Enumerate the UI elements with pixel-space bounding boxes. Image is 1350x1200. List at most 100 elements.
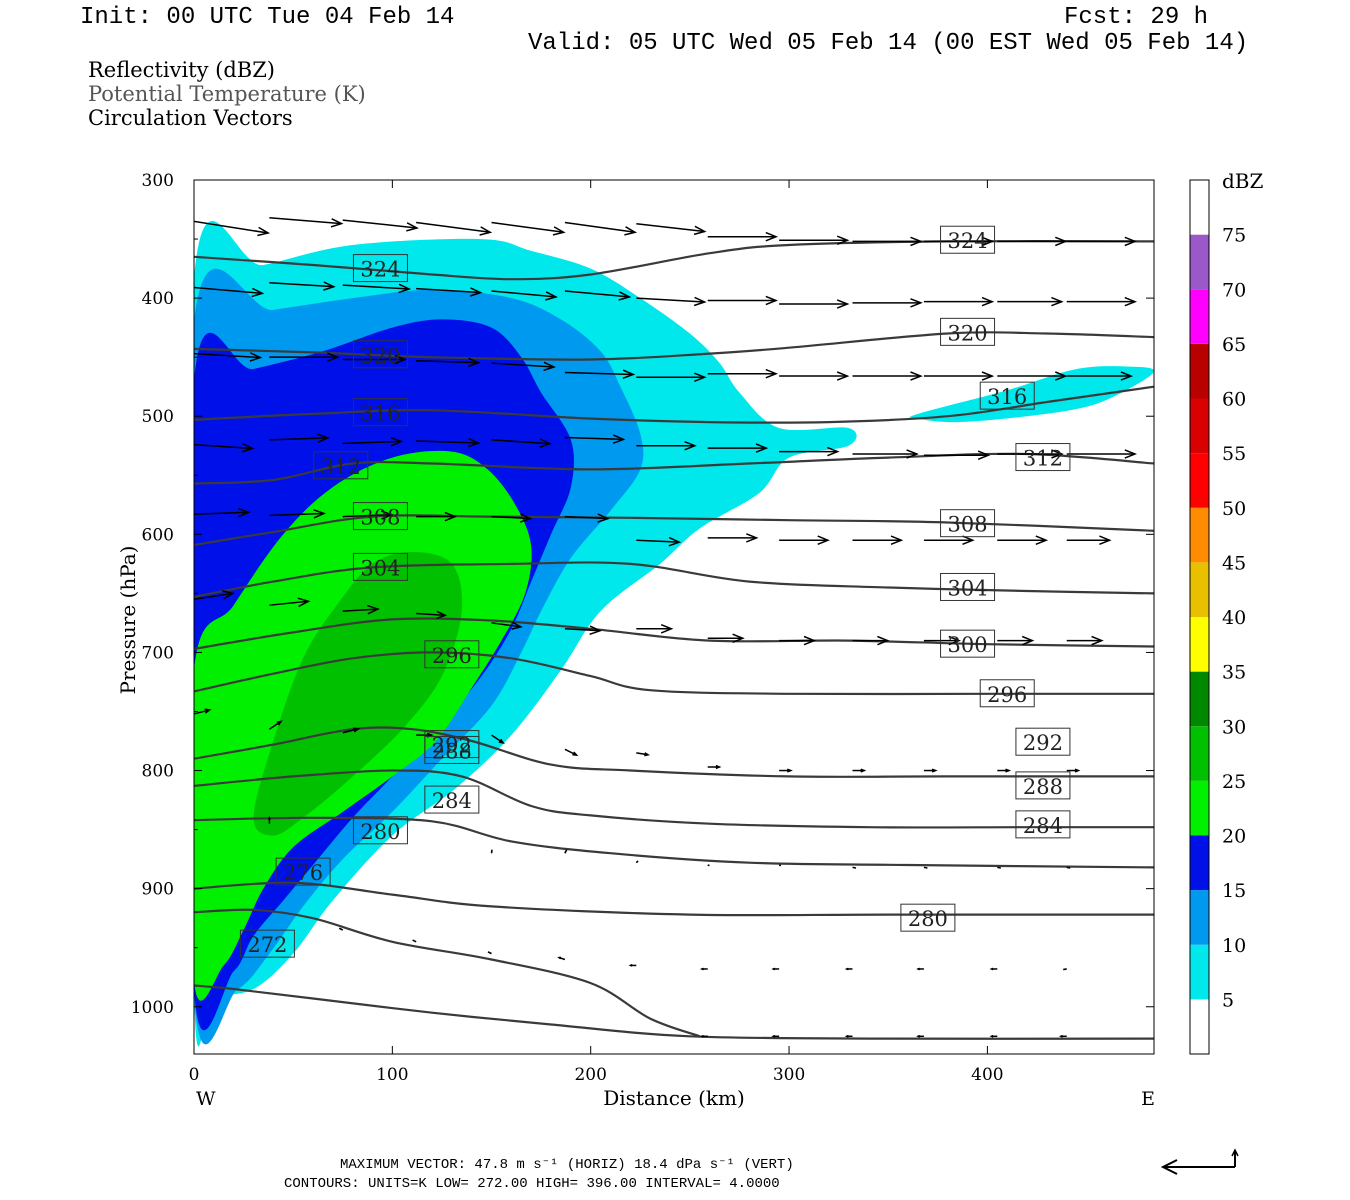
theta-label-284: 284 — [424, 785, 480, 814]
colorbar-label: 30 — [1222, 716, 1246, 738]
circulation-vector — [491, 621, 523, 630]
colorbar-bin-20 — [1190, 780, 1209, 836]
circulation-vector — [269, 509, 327, 519]
circulation-vector — [416, 357, 481, 368]
colorbar-label: 55 — [1222, 443, 1246, 465]
circulation-vector — [1066, 449, 1138, 459]
svg-text:324: 324 — [360, 258, 400, 282]
theta-label-276: 276 — [275, 857, 331, 886]
circulation-vector — [1066, 535, 1112, 545]
circulation-vector — [342, 283, 412, 294]
svg-text:324: 324 — [948, 229, 988, 253]
svg-text:316: 316 — [987, 385, 1027, 409]
circulation-vector — [707, 864, 710, 867]
theta-label-312: 312 — [1015, 443, 1071, 472]
theta-label-316: 316 — [352, 398, 408, 427]
circulation-vector — [707, 368, 779, 379]
theta-contour-300 — [194, 617, 1154, 650]
circulation-vector — [997, 866, 1001, 869]
y-tick-label: 400 — [142, 289, 174, 309]
theta-contour-284 — [194, 816, 1154, 869]
reflectivity-region-5dbz — [909, 366, 1154, 423]
circulation-vector — [194, 590, 235, 601]
circulation-vector — [707, 295, 779, 306]
svg-text:272: 272 — [247, 933, 287, 957]
circulation-vector — [338, 927, 344, 931]
colorbar-bin-15 — [1190, 835, 1209, 891]
circulation-vector — [269, 433, 330, 443]
circulation-vector — [771, 967, 780, 971]
x-axis-label: Distance (km) — [603, 1086, 745, 1110]
theta-label-324: 324 — [352, 254, 408, 283]
colorbar-label: 60 — [1222, 389, 1246, 411]
circulation-vector — [1063, 968, 1067, 971]
colorbar-bin-10 — [1190, 890, 1209, 945]
circulation-vector — [997, 296, 1064, 307]
theta-contour-308 — [194, 514, 1154, 547]
plot-frame — [193, 179, 1155, 1055]
circulation-vector — [269, 352, 340, 362]
circulation-vector — [1066, 635, 1104, 646]
theta-label-312: 312 — [313, 451, 369, 480]
circulation-vector — [491, 361, 556, 372]
circulation-vector — [852, 635, 890, 646]
colorbar-bin-0 — [1190, 999, 1209, 1054]
circulation-vector — [491, 734, 505, 745]
circulation-vector — [923, 236, 995, 247]
theta-label-292: 292 — [424, 730, 480, 759]
field-potential-temperature: Potential Temperature (K) — [88, 82, 366, 106]
svg-text:284: 284 — [1023, 814, 1063, 838]
y-tick-label: 300 — [142, 171, 174, 191]
colorbar: 5 10 15 20 25 30 35 40 45 50 55 60 65 70 75 — [1189, 179, 1246, 1055]
circulation-vector — [779, 299, 850, 309]
circulation-vector — [636, 624, 674, 634]
colorbar-bin-35 — [1190, 617, 1209, 672]
circulation-vector — [416, 437, 481, 448]
circulation-vector — [997, 768, 1012, 773]
circulation-vector — [416, 610, 448, 620]
theta-label-284: 284 — [1015, 810, 1071, 839]
colorbar-label: 40 — [1222, 607, 1246, 629]
colorbar-bin-45 — [1190, 507, 1209, 563]
circulation-vector — [852, 371, 923, 381]
circulation-vector — [916, 967, 924, 971]
colorbar-label: 5 — [1222, 989, 1234, 1011]
reflectivity-region-25dbz — [253, 552, 463, 836]
colorbar-bin-50 — [1190, 453, 1209, 508]
y-tick-label: 900 — [142, 880, 174, 900]
circulation-vector — [491, 290, 558, 301]
circulation-vector — [564, 849, 568, 854]
circulation-vector — [564, 513, 610, 523]
circulation-vector — [779, 768, 793, 773]
circulation-vector — [636, 752, 650, 757]
svg-text:280: 280 — [908, 907, 948, 931]
circulation-vector — [923, 371, 995, 381]
circulation-vector — [923, 866, 928, 869]
x-tick-label: 400 — [971, 1065, 1003, 1085]
circulation-vector — [778, 864, 782, 867]
colorbar-bin-30 — [1190, 671, 1209, 727]
circulation-vector — [491, 221, 566, 236]
theta-label-288: 288 — [1015, 771, 1071, 800]
reflectivity-fills — [194, 221, 1154, 1047]
y-tick-label: 1000 — [131, 998, 174, 1018]
theta-contour-304 — [194, 561, 1154, 598]
circulation-vector — [636, 441, 697, 451]
theta-contour-292 — [194, 726, 1154, 778]
svg-text:308: 308 — [948, 513, 988, 537]
theta-contour-320 — [194, 331, 1154, 361]
theta-contour-280 — [194, 881, 1154, 917]
circulation-vector — [1066, 236, 1138, 247]
circulation-vector — [194, 220, 271, 237]
circulation-vector — [707, 533, 759, 543]
circulation-vector — [269, 281, 336, 291]
circulation-vector — [491, 438, 553, 448]
circulation-vector — [699, 1034, 708, 1038]
colorbar-label: 50 — [1222, 498, 1246, 520]
circulation-vector — [487, 951, 492, 955]
circulation-vector — [779, 371, 850, 381]
circulation-vector — [997, 371, 1068, 381]
axes: 300 400 500 600 700 800 900 1000 0 100 200 300 400 W E — [131, 171, 1155, 1110]
colorbar-frame — [1189, 179, 1210, 1055]
theta-label-272: 272 — [239, 929, 295, 958]
